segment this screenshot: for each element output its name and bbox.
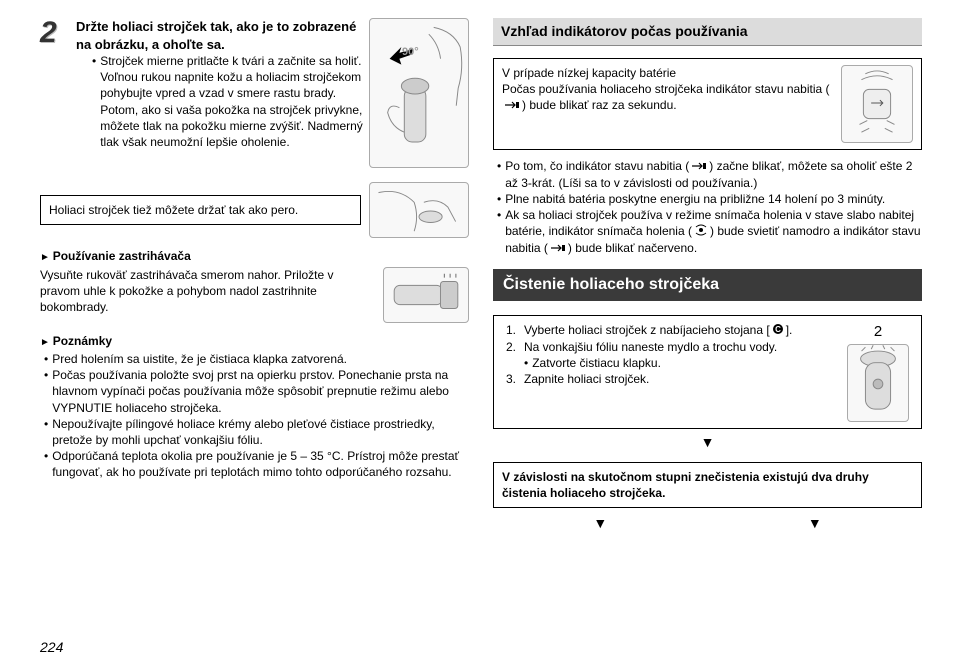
notes-list: Pred holením sa uistite, že je čistiaca … <box>44 351 469 481</box>
arrow-down-icon: ▼ <box>493 433 922 452</box>
step-2: 2 Držte holiaci strojček tak, ako je to … <box>40 18 469 168</box>
page-container: 2 Držte holiaci strojček tak, ako je to … <box>0 0 954 671</box>
trimmer-row: Vysuňte rukoväť zastrihávača smerom naho… <box>40 267 469 323</box>
charge-indicator-icon <box>691 159 707 175</box>
low-battery-line2: Počas používania holiaceho strojčeka ind… <box>502 81 833 114</box>
clean-step-2: 2.Na vonkajšiu fóliu naneste mydlo a tro… <box>506 339 835 355</box>
angle-label: 90° <box>402 45 419 60</box>
trimmer-text: Vysuňte rukoväť zastrihávača smerom naho… <box>40 267 375 316</box>
stand-c-icon: C <box>772 323 784 339</box>
clean-step-1: 1. Vyberte holiaci strojček z nabíjacieh… <box>506 322 835 339</box>
illustration-indicator-blink <box>841 65 913 143</box>
step-2-bullets: Strojček mierne pritlačte k tvári a začn… <box>92 53 363 150</box>
step-2-content: Držte holiaci strojček tak, ako je to zo… <box>76 18 469 168</box>
charge-indicator-icon <box>550 241 566 257</box>
step-2-bullet: Strojček mierne pritlačte k tvári a začn… <box>92 53 363 150</box>
step-2-body: Držte holiaci strojček tak, ako je to zo… <box>76 18 469 168</box>
illustration-trimmer <box>383 267 469 323</box>
two-arrows: ▼ ▼ <box>493 514 922 533</box>
left-column: 2 Držte holiaci strojček tak, ako je to … <box>40 18 469 663</box>
step-number: 2 <box>40 18 68 168</box>
indicator-bullet: Po tom, čo indikátor stavu nabitia () za… <box>497 158 922 191</box>
pen-hold-row: Holiaci strojček tiež môžete držať tak a… <box>40 176 469 238</box>
indicator-bullets: Po tom, čo indikátor stavu nabitia () za… <box>497 158 922 257</box>
clean-step-2-sub: •Zatvorte čistiacu klapku. <box>524 355 835 371</box>
note-item: Odporúčaná teplota okolia pre používanie… <box>44 448 469 480</box>
cleaning-figure: 2 <box>843 322 913 422</box>
svg-text:C: C <box>775 325 781 334</box>
illustration-soap-shaver <box>847 344 909 422</box>
page-number: 224 <box>40 638 63 657</box>
indicator-bullet: Ak sa holiaci strojček používa v režime … <box>497 207 922 257</box>
low-battery-box: V prípade nízkej kapacity batérie Počas … <box>493 58 922 150</box>
notes-heading: Poznámky <box>40 333 469 350</box>
sensor-indicator-icon <box>694 224 708 240</box>
charge-indicator-icon <box>504 98 520 114</box>
cleaning-steps: 1. Vyberte holiaci strojček z nabíjacieh… <box>506 322 835 387</box>
figure-number: 2 <box>843 322 913 342</box>
step-2-title: Držte holiaci strojček tak, ako je to zo… <box>76 18 363 53</box>
note-item: Nepoužívajte pílingové holiace krémy ale… <box>44 416 469 448</box>
depends-box: V závislosti na skutočnom stupni znečist… <box>493 462 922 508</box>
cleaning-heading: Čistenie holiaceho strojčeka <box>493 269 922 301</box>
indicator-heading: Vzhľad indikátorov počas používania <box>493 18 922 46</box>
arrow-down-right-icon: ▼ <box>808 514 822 533</box>
trimmer-heading: Používanie zastrihávača <box>40 248 469 265</box>
right-column: Vzhľad indikátorov počas používania V pr… <box>493 18 922 663</box>
note-item: Počas používania položte svoj prst na op… <box>44 367 469 416</box>
arrow-down-left-icon: ▼ <box>593 514 607 533</box>
low-battery-line1: V prípade nízkej kapacity batérie <box>502 65 833 81</box>
step-2-text: Držte holiaci strojček tak, ako je to zo… <box>76 18 363 168</box>
pen-hold-box: Holiaci strojček tiež môžete držať tak a… <box>40 195 361 225</box>
clean-step-3: 3.Zapnite holiaci strojček. <box>506 371 835 387</box>
indicator-bullet: Plne nabitá batéria poskytne energiu na … <box>497 191 922 207</box>
cleaning-steps-box: 1. Vyberte holiaci strojček z nabíjacieh… <box>493 315 922 429</box>
note-item: Pred holením sa uistite, že je čistiaca … <box>44 351 469 367</box>
illustration-pen-hold <box>369 182 469 238</box>
illustration-holding-shaver: 90° <box>369 18 469 168</box>
low-battery-text: V prípade nízkej kapacity batérie Počas … <box>502 65 833 114</box>
